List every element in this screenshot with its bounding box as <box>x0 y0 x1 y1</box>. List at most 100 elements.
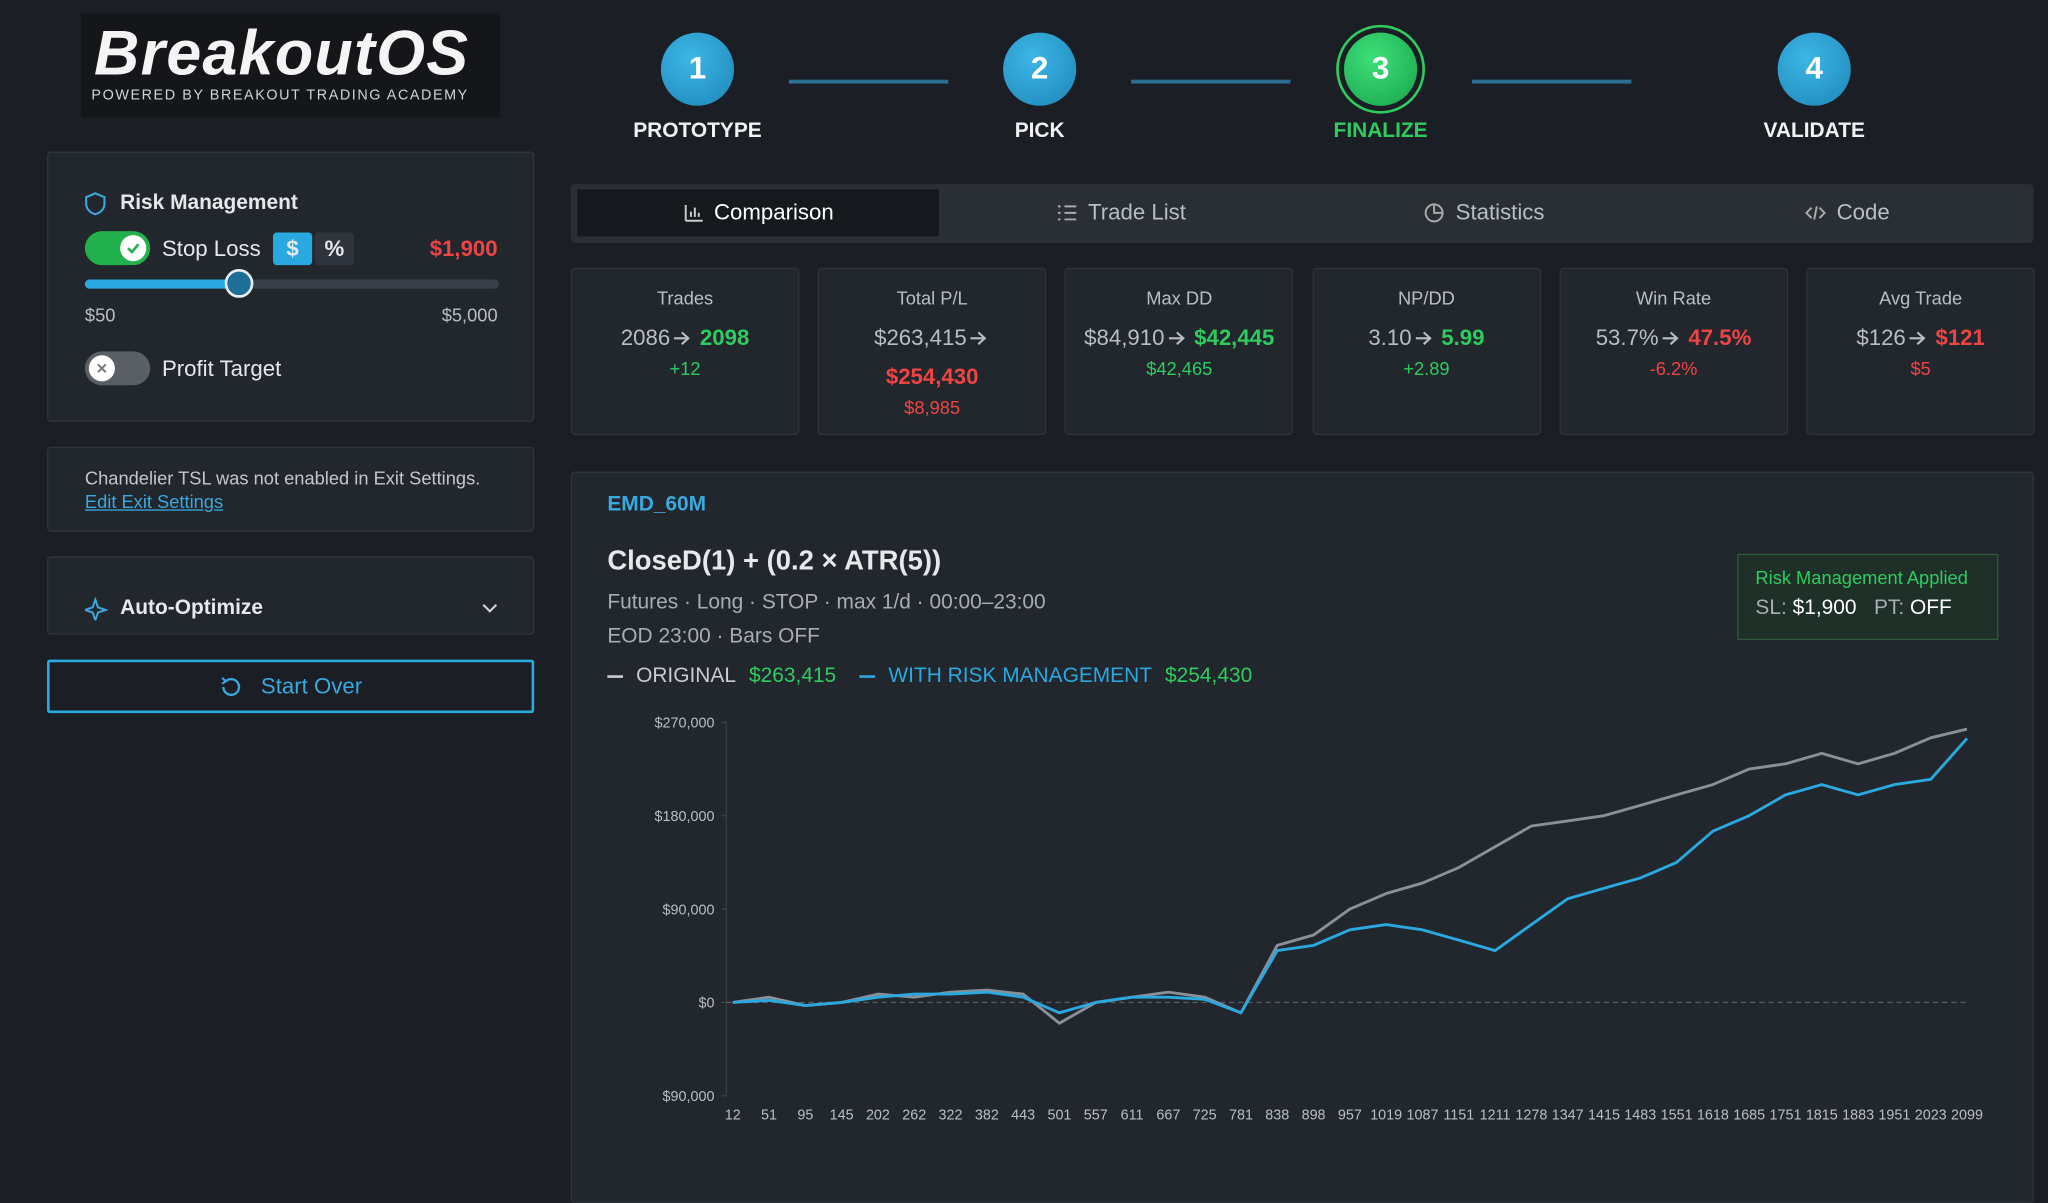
tab-icon <box>684 205 703 222</box>
formula: CloseD(1) + (0.2 × ATR(5)) <box>607 545 942 576</box>
arrow-icon <box>1662 331 1679 345</box>
metric-card: Trades 2086 2098 +12 <box>570 267 800 435</box>
metric-before: $126 <box>1856 325 1906 351</box>
step-label: FINALIZE <box>1333 120 1428 143</box>
pt-label: PT: <box>1873 596 1905 620</box>
slider-thumb[interactable] <box>225 269 254 298</box>
tab[interactable]: Code <box>1667 189 2029 236</box>
metric-label: Trades <box>656 287 714 309</box>
auto-optimize-panel[interactable]: Auto-Optimize <box>47 556 535 635</box>
slider-track[interactable] <box>84 269 499 298</box>
start-over-button[interactable]: Start Over <box>47 659 535 714</box>
metric-label: Total P/L <box>896 287 968 309</box>
metric-label: Avg Trade <box>1879 287 1963 309</box>
x-tick-label: 12 <box>725 1107 741 1123</box>
logo-title: BreakoutOS <box>94 19 470 89</box>
toggle-knob <box>88 355 115 382</box>
metric-before: $84,910 <box>1084 325 1165 351</box>
metric-card: NP/DD 3.10 5.99 +2.89 <box>1312 267 1541 435</box>
step-circle: 4 <box>1777 32 1851 106</box>
chart-panel: EMD_60M CloseD(1) + (0.2 × ATR(5)) Futur… <box>570 471 2034 1203</box>
risk-panel: Risk Management Stop Loss $ % $1,900 $50… <box>47 151 535 422</box>
metric-values: 53.7% 47.5% <box>1574 319 1774 358</box>
arrow-icon <box>970 331 987 345</box>
metric-label: Win Rate <box>1635 287 1712 309</box>
legend-value: $254,430 <box>1165 664 1253 688</box>
x-tick-label: 51 <box>761 1107 777 1123</box>
pt-value: OFF <box>1909 596 1952 620</box>
arrow-icon <box>1415 331 1432 345</box>
metric-card: Win Rate 53.7% 47.5% -6.2% <box>1559 267 1788 435</box>
metric-label: Max DD <box>1146 287 1213 309</box>
y-tick-label: $90,000 <box>663 902 715 918</box>
x-tick-label: 611 <box>1121 1107 1144 1123</box>
details: Futures · Long · STOP · max 1/d · 00:00–… <box>607 591 1046 614</box>
tab-label: Comparison <box>714 199 834 225</box>
metric-delta: +2.89 <box>1403 357 1450 379</box>
x-tick-label: 725 <box>1193 1107 1217 1123</box>
tab-icon <box>1425 203 1445 223</box>
step-label: PICK <box>1014 120 1065 143</box>
x-tick-label: 2099 <box>1951 1107 1983 1123</box>
symbol: EMD_60M <box>607 493 707 516</box>
tab-icon <box>1057 205 1077 221</box>
tab[interactable]: Comparison <box>577 189 939 236</box>
x-tick-label: 1685 <box>1733 1107 1765 1123</box>
arrow-icon <box>1909 331 1926 345</box>
x-tick-label: 1551 <box>1661 1107 1693 1123</box>
legend-name: ORIGINAL <box>636 664 736 688</box>
legend-swatch <box>859 675 876 678</box>
metric-card: Avg Trade $126 $121 $5 <box>1806 267 2035 435</box>
metric-values: $126 $121 <box>1821 319 2021 358</box>
profit-target-label: Profit Target <box>161 356 282 382</box>
y-tick-label: $180,000 <box>655 809 715 825</box>
metric-delta: $42,465 <box>1146 357 1213 379</box>
stop-loss-toggle[interactable] <box>84 231 151 266</box>
x-tick-label: 1278 <box>1515 1107 1547 1123</box>
x-tick-label: 557 <box>1084 1107 1108 1123</box>
unit-dollar[interactable]: $ <box>272 232 313 266</box>
metric-after: $42,445 <box>1194 325 1275 351</box>
legend-swatch <box>607 675 624 678</box>
tab-label: Statistics <box>1455 199 1545 225</box>
badge-title: Risk Management Applied <box>1755 566 1968 588</box>
x-tick-label: 1618 <box>1697 1107 1729 1123</box>
metric-label: NP/DD <box>1397 287 1455 309</box>
arrow-icon <box>1168 331 1185 345</box>
metric-before: 3.10 <box>1368 325 1412 351</box>
metric-after: 47.5% <box>1688 325 1752 351</box>
tab-icon <box>1805 206 1827 220</box>
tab[interactable]: Statistics <box>1304 189 1666 236</box>
x-tick-label: 1151 <box>1443 1107 1474 1123</box>
x-tick-label: 1347 <box>1552 1107 1584 1123</box>
metric-delta: $8,985 <box>904 397 961 418</box>
logo: BreakoutOS POWERED BY BREAKOUT TRADING A… <box>80 13 501 118</box>
metric-card: Total P/L $263,415 $254,430 $8,985 <box>817 267 1047 435</box>
metric-after: 2098 <box>699 325 750 351</box>
x-tick-label: 95 <box>797 1107 813 1123</box>
refresh-icon <box>221 676 240 696</box>
step-circle: 2 <box>1003 32 1077 106</box>
profit-target-toggle[interactable] <box>84 351 151 386</box>
step-connector <box>788 79 949 84</box>
x-tick-label: 322 <box>939 1107 963 1123</box>
y-tick-label: $270,000 <box>655 716 715 732</box>
auto-optimize-label: Auto-Optimize <box>120 596 263 620</box>
metric-values: $84,910 $42,445 <box>1079 319 1279 358</box>
x-tick-label: 1751 <box>1770 1107 1802 1123</box>
x-tick-label: 1483 <box>1624 1107 1656 1123</box>
series-line <box>732 737 1969 1015</box>
x-tick-label: 1211 <box>1480 1107 1511 1123</box>
x-tick-label: 202 <box>866 1107 890 1123</box>
notice-link[interactable]: Edit Exit Settings <box>84 491 224 512</box>
tab[interactable]: Trade List <box>940 189 1302 236</box>
metric-delta: +12 <box>669 357 701 379</box>
metric-values: 3.10 5.99 <box>1326 319 1526 358</box>
slider-max: $5,000 <box>441 304 498 326</box>
x-tick-label: 1087 <box>1407 1107 1439 1123</box>
unit-percent[interactable]: % <box>314 232 354 266</box>
x-tick-label: 667 <box>1156 1107 1180 1123</box>
metric-delta: -6.2% <box>1649 357 1698 379</box>
metric-after: 5.99 <box>1441 325 1485 351</box>
